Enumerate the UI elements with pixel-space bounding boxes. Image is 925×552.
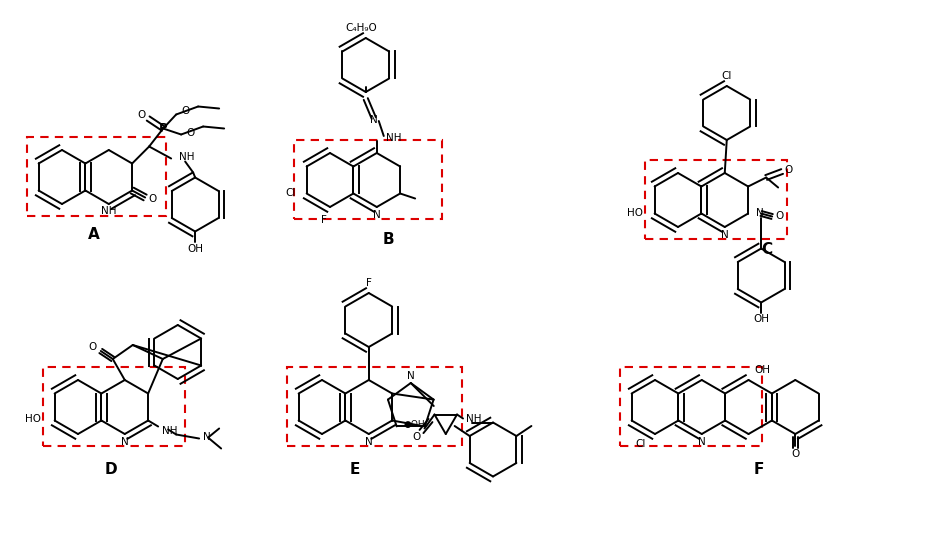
Text: O: O: [148, 194, 156, 204]
Text: NH: NH: [162, 426, 178, 436]
Text: P: P: [159, 122, 167, 135]
Text: D: D: [105, 461, 117, 476]
Text: O: O: [137, 109, 145, 119]
Text: N: N: [370, 115, 377, 125]
Text: F: F: [321, 215, 327, 225]
Text: NH: NH: [179, 152, 194, 162]
Text: NH: NH: [386, 133, 401, 143]
Text: E: E: [350, 461, 360, 476]
Text: O: O: [186, 129, 194, 139]
Text: OH: OH: [753, 315, 770, 325]
Text: C: C: [761, 242, 772, 257]
Text: Cl: Cl: [635, 439, 646, 449]
Text: N: N: [757, 208, 764, 217]
Text: O: O: [791, 449, 799, 459]
Text: N: N: [121, 437, 129, 447]
Text: O: O: [413, 432, 421, 442]
Text: O: O: [775, 211, 783, 221]
Text: N: N: [721, 230, 729, 240]
Text: O: O: [784, 166, 793, 176]
Text: O: O: [181, 107, 190, 116]
Text: ●OH: ●OH: [403, 420, 426, 429]
Text: B: B: [383, 232, 395, 247]
Text: NH: NH: [466, 415, 482, 424]
Text: HO: HO: [626, 208, 643, 217]
Text: N: N: [373, 210, 381, 220]
Text: Cl: Cl: [285, 188, 296, 198]
Text: O: O: [89, 342, 97, 352]
Text: C₄H₉O: C₄H₉O: [345, 23, 376, 33]
Text: N: N: [204, 433, 211, 443]
Text: Cl: Cl: [722, 71, 732, 81]
Text: N: N: [407, 371, 414, 381]
Text: N: N: [697, 437, 706, 447]
Text: A: A: [88, 227, 100, 242]
Text: OH: OH: [755, 365, 771, 375]
Text: F: F: [753, 461, 764, 476]
Text: NH: NH: [101, 206, 117, 216]
Text: F: F: [365, 278, 372, 288]
Text: OH: OH: [187, 243, 204, 253]
Text: HO: HO: [25, 415, 41, 424]
Text: N: N: [364, 437, 373, 447]
